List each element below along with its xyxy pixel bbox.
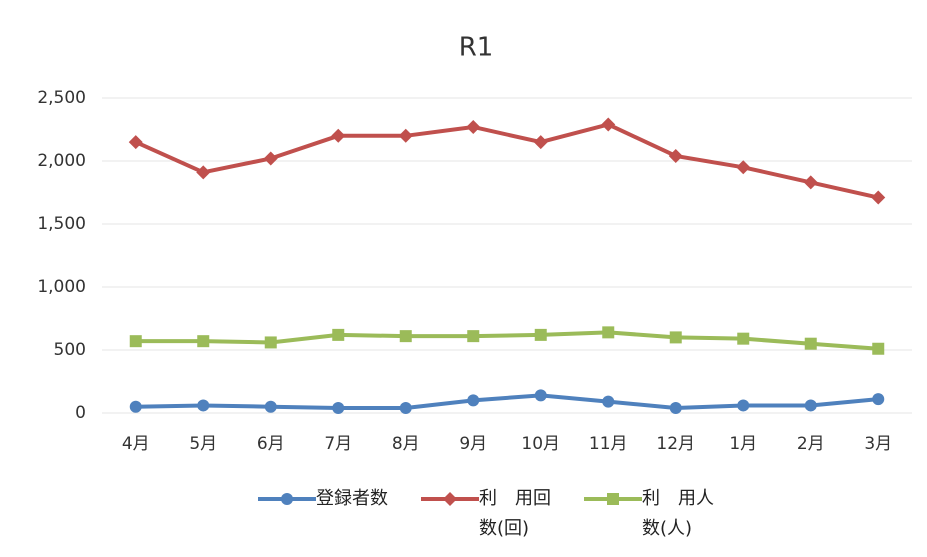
legend-symbol <box>584 493 642 505</box>
marker <box>534 328 547 341</box>
marker <box>467 394 480 407</box>
marker <box>331 128 346 143</box>
marker <box>602 395 615 408</box>
x-tick-label: 10月 <box>521 434 560 454</box>
legend-symbol <box>258 493 316 505</box>
marker <box>129 335 142 348</box>
marker <box>871 190 886 205</box>
chart-title: R1 <box>459 33 494 63</box>
marker <box>264 400 277 413</box>
y-tick-label: 2,500 <box>37 88 86 108</box>
x-tick-label: 11月 <box>589 434 628 454</box>
marker <box>668 148 683 163</box>
marker <box>467 330 480 343</box>
marker <box>533 135 548 150</box>
y-tick-label: 500 <box>54 340 86 360</box>
x-tick-label: 12月 <box>656 434 695 454</box>
legend-label: 利 用回数(回) <box>479 488 551 539</box>
marker <box>129 400 142 413</box>
x-tick-label: 3月 <box>864 434 892 454</box>
x-tick-label: 4月 <box>122 434 150 454</box>
y-tick-label: 1,500 <box>37 214 86 234</box>
marker <box>332 401 345 414</box>
marker <box>601 117 616 132</box>
x-tick-label: 2月 <box>797 434 825 454</box>
x-tick-label: 9月 <box>459 434 487 454</box>
marker <box>196 165 211 180</box>
marker <box>264 336 277 349</box>
marker <box>736 160 751 175</box>
series-line <box>135 330 879 351</box>
marker <box>128 135 143 150</box>
marker <box>607 493 619 505</box>
legend-item: 利 用人数(人) <box>584 484 714 544</box>
marker <box>197 399 210 412</box>
marker <box>669 401 682 414</box>
marker <box>534 389 547 402</box>
x-tick-label: 8月 <box>392 434 420 454</box>
marker <box>602 326 615 339</box>
marker <box>263 151 278 166</box>
marker <box>398 128 413 143</box>
x-tick-label: 5月 <box>189 434 217 454</box>
marker <box>737 332 750 345</box>
marker <box>399 401 412 414</box>
legend-label: 登録者数 <box>316 488 388 509</box>
x-tick-label: 1月 <box>729 434 757 454</box>
marker <box>804 399 817 412</box>
legend-item: 登録者数 <box>258 484 388 514</box>
marker <box>399 330 412 343</box>
marker <box>804 337 817 350</box>
legend-item: 利 用回数(回) <box>421 484 551 544</box>
series-line <box>135 393 879 410</box>
marker <box>197 335 210 348</box>
marker <box>332 328 345 341</box>
marker <box>872 393 885 406</box>
marker <box>669 331 682 344</box>
x-tick-label: 7月 <box>324 434 352 454</box>
y-tick-label: 2,000 <box>37 151 86 171</box>
marker <box>737 399 750 412</box>
marker <box>466 119 481 134</box>
marker <box>443 492 457 506</box>
series-line <box>134 122 879 200</box>
marker <box>872 342 885 355</box>
y-tick-label: 0 <box>75 403 86 423</box>
x-tick-label: 6月 <box>257 434 285 454</box>
marker <box>803 175 818 190</box>
legend-symbol <box>421 492 479 506</box>
marker <box>281 493 293 505</box>
legend-label: 利 用人数(人) <box>642 488 714 539</box>
y-tick-label: 1,000 <box>37 277 86 297</box>
